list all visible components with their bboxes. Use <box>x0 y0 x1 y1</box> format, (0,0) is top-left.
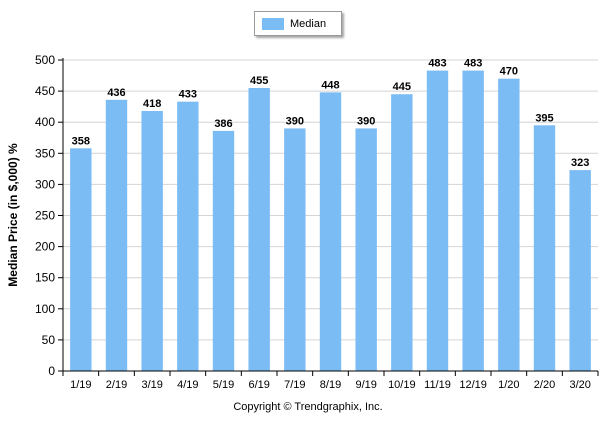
legend-swatch-median <box>262 17 284 30</box>
labels: 0 50 100 150 200 250 300 350 400 450 500 358 1/19 436… <box>35 53 591 391</box>
x-tick-label: 1/19 <box>70 379 91 391</box>
x-tick-label: 10/19 <box>388 379 416 391</box>
data-label: 323 <box>571 157 589 169</box>
axes <box>58 58 599 376</box>
bar-1-19 <box>70 148 92 371</box>
bar-5-19 <box>212 130 235 371</box>
legend-label-median: Median <box>290 17 327 30</box>
x-tick-label: 4/19 <box>177 379 198 391</box>
y-tick-label: 400 <box>35 115 55 129</box>
x-tick-label: 3/19 <box>141 379 162 391</box>
data-label: 455 <box>250 75 268 87</box>
x-tick-label: 7/19 <box>284 379 305 391</box>
data-label: 390 <box>357 115 375 127</box>
data-label: 436 <box>107 87 125 99</box>
x-tick-label: 11/19 <box>424 379 451 391</box>
y-tick-label: 350 <box>35 146 55 160</box>
x-tick-label: 3/20 <box>569 379 590 391</box>
x-tick-label: 12/19 <box>459 379 487 391</box>
data-label: 470 <box>500 66 518 78</box>
data-label: 445 <box>393 81 411 93</box>
bar-6-19 <box>248 87 270 372</box>
data-label: 395 <box>535 112 553 124</box>
x-tick-label: 2/19 <box>106 379 127 391</box>
y-tick-label: 50 <box>42 333 56 347</box>
x-tick-label: 1/20 <box>498 379 519 391</box>
x-tick-label: 6/19 <box>248 379 269 391</box>
data-label: 483 <box>428 58 446 70</box>
bar-12-19 <box>462 70 484 371</box>
y-tick-label: 300 <box>35 177 55 191</box>
y-tick-label: 250 <box>35 209 55 223</box>
x-tick-label: 9/19 <box>355 379 376 391</box>
y-tick-label: 100 <box>35 302 55 316</box>
data-label: 390 <box>286 115 304 127</box>
bar-10-19 <box>391 94 413 372</box>
bar-3-19 <box>141 111 163 371</box>
legend: Median <box>254 11 342 36</box>
y-axis-label: Median Price (in $,000) % <box>6 143 20 287</box>
y-tick-label: 500 <box>35 53 55 67</box>
bar-4-19 <box>177 101 199 371</box>
data-label: 433 <box>179 89 197 101</box>
x-tick-label: 5/19 <box>213 379 234 391</box>
y-tick-label: 150 <box>35 271 55 285</box>
y-tick-label: 200 <box>35 240 55 254</box>
y-tick-label: 450 <box>35 84 55 98</box>
bar-9-19 <box>355 128 377 371</box>
data-label: 358 <box>72 135 90 147</box>
data-label: 483 <box>464 58 482 70</box>
data-label: 386 <box>214 118 232 130</box>
bar-11-19 <box>426 70 449 371</box>
bar-8-19 <box>319 92 342 372</box>
bar-3-20 <box>569 170 591 371</box>
bar-2-20 <box>533 125 556 371</box>
bar-1-20 <box>498 78 520 371</box>
y-tick-label: 0 <box>48 364 55 378</box>
x-tick-label: 8/19 <box>320 379 341 391</box>
data-label: 448 <box>321 79 339 91</box>
data-label: 418 <box>143 98 161 110</box>
copyright-footer: Copyright © Trendgraphix, Inc. <box>233 401 383 413</box>
bars <box>70 70 591 372</box>
bar-7-19 <box>284 128 306 371</box>
bar-2-19 <box>105 99 128 372</box>
x-tick-label: 2/20 <box>534 379 555 391</box>
